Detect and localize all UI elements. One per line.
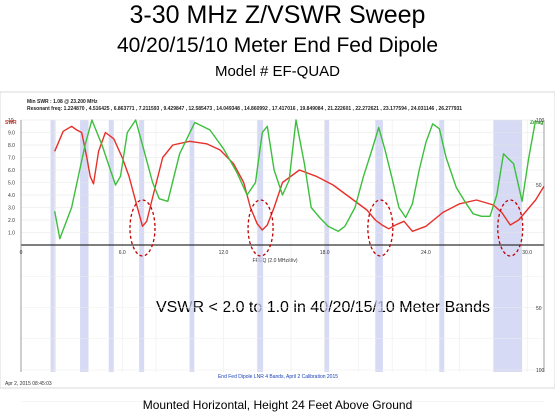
- mounting-footnote: Mounted Horizontal, Height 24 Feet Above…: [142, 398, 413, 412]
- left-tick-label: 8.0: [8, 143, 15, 149]
- series-line-1: [54, 119, 537, 240]
- x-tick-label: 30.0: [522, 250, 532, 256]
- timestamp: Apr 2, 2015 08:45:03: [5, 381, 52, 387]
- chart-title: 3-30 MHz Z/VSWR Sweep: [129, 1, 426, 29]
- x-tick-label: 0: [20, 250, 23, 256]
- left-tick-label: 9.0: [8, 131, 15, 137]
- band-shading-0: [50, 120, 56, 372]
- header-resonant-freq: Resonant freq: 1.224870 , 4.516425 , 6.8…: [27, 106, 462, 112]
- left-tick-label: 3.0: [8, 206, 15, 212]
- left-tick-label: 10: [8, 118, 14, 124]
- model-number: Model # EF-QUAD: [214, 63, 341, 80]
- band-shading-3: [139, 120, 145, 372]
- right-tick-label: 50: [536, 183, 542, 189]
- x-tick-label: 12.0: [219, 250, 229, 256]
- left-tick-label: 6.0: [8, 168, 15, 174]
- right-tick-label: 50: [536, 306, 542, 312]
- band-shading-6: [324, 120, 330, 372]
- right-tick-label: 100: [536, 118, 545, 124]
- band-shading-5: [257, 120, 264, 372]
- header-min-swr: Min SWR : 1.08 @ 23.200 MHz: [27, 99, 98, 105]
- band-shading-9: [493, 120, 523, 372]
- left-tick-label: 4.0: [8, 193, 15, 199]
- x-tick-label: 18.0: [320, 250, 330, 256]
- left-tick-label: 7.0: [8, 156, 15, 162]
- right-tick-label: 100: [536, 368, 545, 374]
- dip-highlight-ellipse-3: [497, 199, 524, 257]
- left-tick-label: 5.0: [8, 181, 15, 187]
- x-tick-label: 6.0: [119, 250, 126, 256]
- band-shading-2: [108, 120, 114, 372]
- band-shading-7: [375, 120, 383, 372]
- dip-highlight-ellipse-0: [129, 199, 156, 257]
- band-shading-4: [189, 120, 195, 372]
- x-tick-label: 24.0: [421, 250, 431, 256]
- bottom-caption: End Fed Dipole LNR 4 Bands, April 2 Cali…: [218, 374, 338, 380]
- band-shading-1: [80, 120, 89, 372]
- left-tick-label: 1.0: [8, 231, 15, 237]
- chart-subtitle: 40/20/15/10 Meter End Fed Dipole: [116, 34, 439, 57]
- series-line-0: [54, 125, 545, 233]
- band-shading-8: [439, 120, 445, 372]
- left-axis-label: SWR: [5, 120, 17, 126]
- x-axis-label: FREQ (2.0 MHz/div): [252, 258, 297, 264]
- right-axis-label: Zmag: [530, 120, 543, 126]
- dip-highlight-ellipse-2: [367, 199, 394, 257]
- dip-highlight-ellipse-1: [247, 199, 274, 257]
- left-tick-label: 2.0: [8, 218, 15, 224]
